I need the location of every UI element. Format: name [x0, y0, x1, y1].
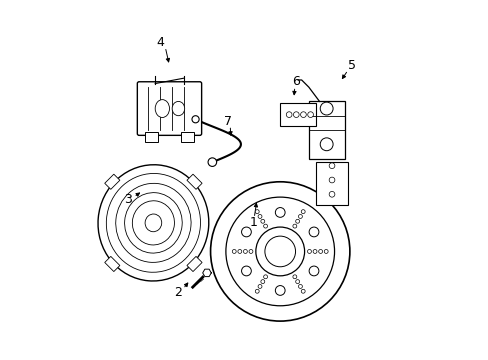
Circle shape: [192, 116, 199, 123]
Circle shape: [320, 102, 332, 115]
Circle shape: [260, 280, 264, 284]
Circle shape: [260, 219, 264, 223]
Circle shape: [308, 266, 318, 276]
Circle shape: [263, 275, 267, 279]
Text: 7: 7: [224, 114, 232, 127]
Text: 1: 1: [249, 216, 257, 229]
Ellipse shape: [124, 193, 182, 253]
Circle shape: [232, 249, 236, 253]
Ellipse shape: [145, 214, 162, 232]
Circle shape: [320, 138, 332, 151]
Circle shape: [312, 249, 316, 253]
Circle shape: [292, 224, 296, 228]
Circle shape: [255, 227, 304, 276]
Circle shape: [255, 210, 259, 213]
Circle shape: [328, 163, 334, 168]
Circle shape: [237, 249, 241, 253]
Circle shape: [307, 112, 313, 117]
Circle shape: [300, 112, 305, 117]
Circle shape: [275, 208, 285, 217]
Circle shape: [298, 284, 302, 288]
Bar: [181, 132, 193, 143]
Text: 4: 4: [156, 36, 164, 49]
Text: 3: 3: [124, 193, 132, 206]
Circle shape: [285, 112, 291, 117]
Circle shape: [258, 284, 262, 288]
Circle shape: [307, 249, 311, 253]
Circle shape: [328, 177, 334, 183]
Polygon shape: [203, 269, 211, 276]
Text: 6: 6: [292, 75, 300, 88]
Circle shape: [241, 266, 251, 276]
Circle shape: [258, 215, 262, 219]
Bar: [308, 102, 344, 158]
Ellipse shape: [106, 174, 200, 272]
Text: 2: 2: [174, 286, 182, 299]
Bar: [315, 162, 347, 205]
Circle shape: [264, 236, 295, 267]
Circle shape: [293, 112, 299, 117]
Circle shape: [207, 158, 216, 166]
Circle shape: [301, 289, 305, 293]
Ellipse shape: [132, 201, 174, 245]
Bar: [104, 256, 120, 271]
Circle shape: [275, 285, 285, 295]
Text: 5: 5: [347, 59, 355, 72]
Text: 6: 6: [336, 174, 344, 186]
Ellipse shape: [172, 102, 184, 116]
Circle shape: [295, 280, 299, 284]
Bar: [186, 256, 202, 271]
Bar: [145, 132, 158, 143]
Circle shape: [243, 249, 247, 253]
Bar: [280, 103, 315, 126]
Bar: [104, 174, 120, 189]
Circle shape: [210, 182, 349, 321]
Ellipse shape: [155, 100, 169, 117]
Circle shape: [301, 210, 305, 213]
Circle shape: [255, 289, 259, 293]
Circle shape: [298, 215, 302, 219]
Circle shape: [241, 227, 251, 237]
Circle shape: [308, 227, 318, 237]
FancyBboxPatch shape: [137, 82, 201, 135]
Ellipse shape: [116, 183, 191, 262]
Bar: [186, 174, 202, 189]
Ellipse shape: [98, 165, 208, 281]
Circle shape: [225, 197, 334, 306]
Circle shape: [324, 249, 327, 253]
Circle shape: [263, 224, 267, 228]
Circle shape: [295, 219, 299, 223]
Circle shape: [328, 192, 334, 197]
Circle shape: [318, 249, 322, 253]
Circle shape: [248, 249, 252, 253]
Circle shape: [292, 275, 296, 279]
